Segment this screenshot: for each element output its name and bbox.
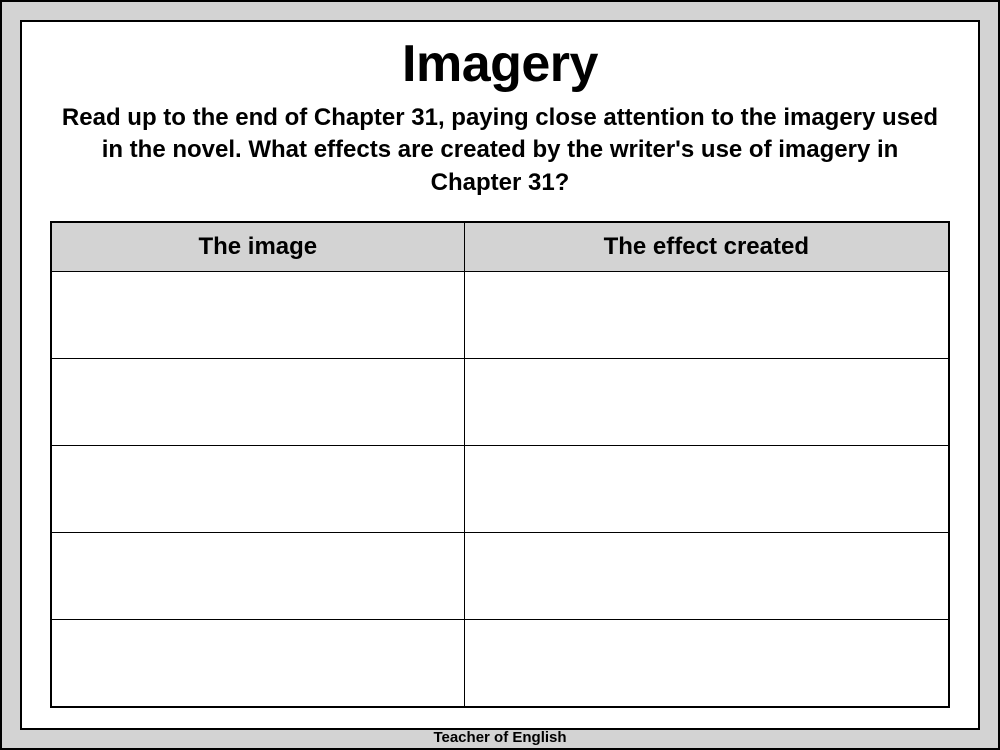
footer-credit: Teacher of English <box>2 729 998 746</box>
worksheet-frame: Imagery Read up to the end of Chapter 31… <box>20 20 980 730</box>
table-header-row: The image The effect created <box>51 222 949 272</box>
table-row <box>51 620 949 707</box>
page-title: Imagery <box>50 34 950 94</box>
imagery-table: The image The effect created <box>50 221 950 708</box>
table-row <box>51 533 949 620</box>
cell-image[interactable] <box>51 272 464 359</box>
col-header-effect: The effect created <box>464 222 949 272</box>
instructions-text: Read up to the end of Chapter 31, paying… <box>50 102 950 199</box>
table-row <box>51 446 949 533</box>
cell-effect[interactable] <box>464 446 949 533</box>
cell-effect[interactable] <box>464 272 949 359</box>
cell-image[interactable] <box>51 533 464 620</box>
cell-effect[interactable] <box>464 620 949 707</box>
table-row <box>51 359 949 446</box>
table-row <box>51 272 949 359</box>
cell-effect[interactable] <box>464 533 949 620</box>
col-header-image: The image <box>51 222 464 272</box>
cell-effect[interactable] <box>464 359 949 446</box>
cell-image[interactable] <box>51 359 464 446</box>
cell-image[interactable] <box>51 446 464 533</box>
cell-image[interactable] <box>51 620 464 707</box>
